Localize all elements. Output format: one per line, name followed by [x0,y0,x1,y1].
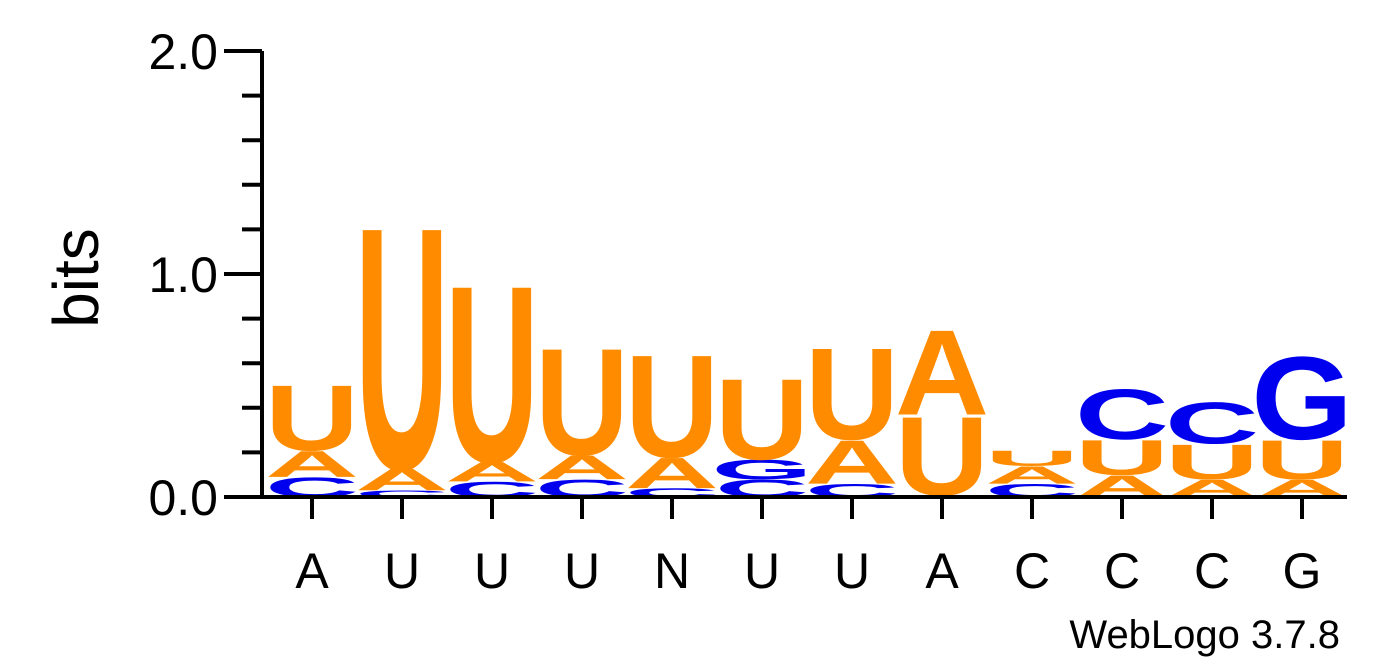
x-tick-label: U [384,543,420,599]
logo-column: AUC [1165,390,1259,502]
logo-column: CUA [895,305,989,519]
logo-letter-u: U [445,233,539,516]
y-tick-label: 0.0 [148,470,218,526]
logo-column: CAU [805,321,899,501]
x-tick-label: U [474,543,510,599]
logo-letter-a: A [265,443,359,485]
logo-letter-a: A [625,449,719,498]
x-tick-label: U [564,543,600,599]
logo-letter-u: U [1255,429,1349,492]
logo-column: CAU [985,446,1079,501]
x-tick-label: C [1104,543,1140,599]
x-tick-label: A [295,543,329,599]
y-axis: 0.0 1.0 2.0 [148,24,264,526]
logo-column: CAU [445,233,539,516]
logo-column: CAU [535,318,629,502]
x-tick-label: U [834,543,870,599]
logo-letter-u: U [355,157,449,542]
logo-letter-g: G [1251,333,1352,465]
x-tick-label: C [1194,543,1230,599]
logo-letter-c: C [1165,390,1259,456]
logo-letter-a: A [445,456,539,487]
logo-letter-u: U [805,321,899,467]
logo-letter-a: A [535,449,629,487]
logo-letter-u: U [265,366,359,471]
logo-letter-u: U [1165,434,1259,490]
logo-letter-c: C [1075,375,1169,455]
y-tick-label: 1.0 [148,247,218,303]
logo-letter-g: G [711,454,812,485]
x-tick-label: U [744,543,780,599]
logo-letter-a: A [985,461,1079,489]
logo-letter-c: C [355,489,449,500]
logo-column: AUC [1075,375,1169,504]
x-tick-label: C [1014,543,1050,599]
logo-column: AUG [1251,333,1352,503]
logo-column: CGU [711,356,812,502]
y-axis-label: bits [40,228,112,328]
logo-column: CAU [355,157,449,542]
x-tick-label: N [654,543,690,599]
logo-letter-a: A [805,428,899,498]
logo-letter-a: A [355,462,449,497]
x-tick-label: A [925,543,959,599]
logo-letter-u: U [715,356,809,484]
logo-letter-a: A [895,305,989,441]
x-tick-label: G [1283,543,1322,599]
logo-letter-u: U [535,318,629,488]
weblogo-credit: WebLogo 3.7.8 [1069,613,1340,657]
y-tick-label: 2.0 [148,24,218,80]
logo-letter-u: U [1075,430,1169,486]
logo-letter-u: U [985,446,1079,471]
logo-column: CAU [625,326,719,500]
logo-letter-u: U [625,326,719,489]
logo-column: CAU [265,366,359,503]
